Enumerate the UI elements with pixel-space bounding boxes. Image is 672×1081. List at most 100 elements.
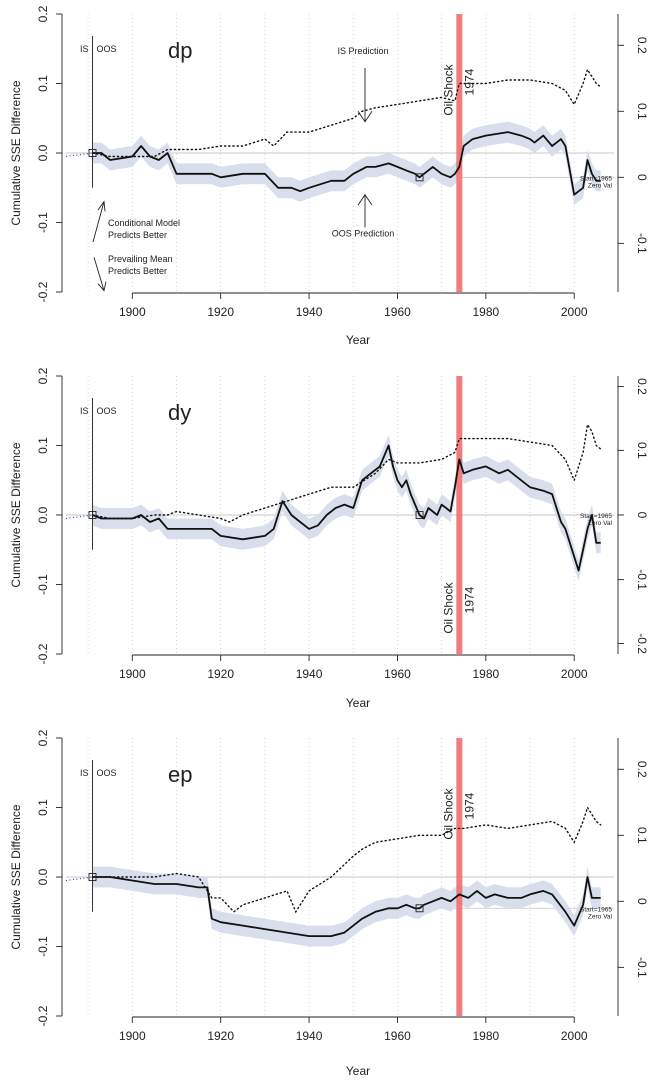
x-axis-title: Year	[346, 333, 370, 347]
right-tick-label: -0.1	[635, 233, 649, 254]
x-tick-label: 1980	[472, 1029, 499, 1043]
right-tick-label: -0.1	[635, 569, 649, 590]
is-prediction-line	[91, 67, 602, 158]
right-tick-label: 0	[635, 512, 649, 519]
oil-shock-year-label: 1974	[462, 68, 476, 95]
oos-prediction-annotation: OOS Prediction	[332, 228, 395, 238]
start-label: Start=1965	[580, 906, 612, 913]
prevailing-arrow	[93, 257, 105, 291]
y-tick-label: 0.2	[36, 5, 50, 22]
panel-title: ep	[168, 762, 192, 787]
right-tick-label: 0.2	[635, 37, 649, 54]
y-tick-label: 0.0	[36, 868, 50, 885]
is-prediction-line	[91, 422, 602, 523]
presample-segment	[65, 876, 93, 882]
x-tick-label: 1900	[119, 305, 146, 319]
prevailing-annotation: Predicts Better	[108, 266, 167, 276]
oil-shock-bar	[456, 738, 463, 1016]
oos-confidence-band	[92, 435, 601, 581]
oos-prediction-arrowhead	[357, 193, 373, 206]
oos-prediction-line	[92, 131, 601, 196]
y-tick-label: 0.1	[36, 437, 50, 454]
x-tick-label: 1920	[207, 1029, 234, 1043]
conditional-arrowhead	[97, 200, 106, 212]
is-prediction-annotation: IS Prediction	[337, 46, 388, 56]
conditional-annotation: Conditional Model	[108, 218, 180, 228]
x-tick-label: 2000	[561, 305, 588, 319]
x-tick-label: 1960	[384, 1029, 411, 1043]
oil-shock-bar	[456, 376, 463, 654]
start-1965-marker	[415, 173, 424, 182]
x-tick-label: 1960	[384, 305, 411, 319]
y-tick-label: -0.1	[36, 212, 50, 233]
presample-segment	[65, 152, 93, 158]
right-tick-label: 0.1	[635, 442, 649, 459]
x-axis-title: Year	[346, 1064, 370, 1078]
is-label: IS	[80, 768, 89, 778]
right-tick-label: 0.2	[635, 378, 649, 395]
oos-start-marker	[88, 511, 97, 519]
oil-shock-year-label: 1974	[462, 792, 476, 819]
right-tick-label: 0	[635, 174, 649, 181]
zero-val-label: Zero Val	[588, 913, 613, 920]
prevailing-arrowhead	[97, 281, 107, 292]
oos-start-marker	[88, 873, 97, 881]
y-tick-label: -0.2	[36, 643, 50, 664]
y-tick-label: 0.2	[36, 729, 50, 746]
y-tick-label: 0.1	[36, 75, 50, 92]
x-tick-label: 1980	[472, 667, 499, 681]
oil-shock-bar	[456, 14, 463, 292]
y-axis-title: Cumulative SSE Difference	[9, 442, 23, 588]
zero-val-label: Zero Val	[588, 182, 613, 189]
y-tick-label: -0.1	[36, 574, 50, 595]
oil-shock-label: Oil Shock	[441, 787, 455, 839]
x-tick-label: 1900	[119, 667, 146, 681]
oos-label: OOS	[97, 44, 117, 54]
y-axis-title: Cumulative SSE Difference	[9, 804, 23, 950]
y-tick-label: -0.1	[36, 936, 50, 957]
y-tick-label: 0.0	[36, 144, 50, 161]
is-prediction-arrowhead	[357, 111, 373, 123]
presample-segment	[65, 514, 93, 520]
start-1965-marker	[415, 511, 424, 519]
y-tick-label: -0.2	[36, 281, 50, 302]
right-tick-label: -0.2	[635, 633, 649, 654]
oil-shock-label: Oil Shock	[441, 581, 455, 633]
right-tick-label: 0.2	[635, 761, 649, 778]
oil-shock-label: Oil Shock	[441, 63, 455, 115]
prevailing-annotation: Prevailing Mean	[108, 254, 173, 264]
x-tick-label: 1980	[472, 305, 499, 319]
oil-shock-year-label: 1974	[462, 586, 476, 613]
oos-confidence-band	[92, 121, 601, 206]
conditional-arrow	[92, 201, 105, 243]
y-axis-title: Cumulative SSE Difference	[9, 80, 23, 226]
panel-title: dy	[168, 400, 191, 425]
x-tick-label: 1940	[296, 1029, 323, 1043]
right-tick-label: 0	[635, 898, 649, 905]
x-tick-label: 1920	[207, 305, 234, 319]
is-label: IS	[80, 44, 89, 54]
right-tick-label: -0.1	[635, 957, 649, 978]
start-1965-marker	[415, 904, 424, 913]
x-tick-label: 2000	[561, 1029, 588, 1043]
x-tick-label: 1960	[384, 667, 411, 681]
oos-confidence-band	[92, 866, 601, 947]
oos-prediction-line	[92, 444, 601, 572]
oos-label: OOS	[97, 406, 117, 416]
x-axis-title: Year	[346, 696, 370, 710]
start-label: Start=1965	[580, 513, 612, 520]
x-tick-label: 2000	[561, 667, 588, 681]
y-tick-label: -0.2	[36, 1005, 50, 1026]
chart-panel-ep: -0.2 -0.1 0.0 0.1 0.2 -0.1 0 0.1 0.2 1900 1920 1940…	[9, 729, 649, 1078]
x-tick-label: 1900	[119, 1029, 146, 1043]
start-label: Start=1965	[580, 175, 612, 182]
y-tick-label: 0.1	[36, 799, 50, 816]
chart-panel-dp: -0.2 -0.1 0.0 0.1 0.2 -0.1 0 0.1 0.2 1900 1920 1940…	[9, 5, 649, 347]
x-tick-label: 1940	[296, 305, 323, 319]
is-label: IS	[80, 406, 89, 416]
chart-panel-dy: -0.2 -0.1 0.0 0.1 0.2 -0.2 -0.1 0 0.1 0.2 1900 1920…	[9, 367, 649, 710]
oos-label: OOS	[97, 768, 117, 778]
x-tick-label: 1920	[207, 667, 234, 681]
oos-prediction-line	[92, 876, 601, 937]
